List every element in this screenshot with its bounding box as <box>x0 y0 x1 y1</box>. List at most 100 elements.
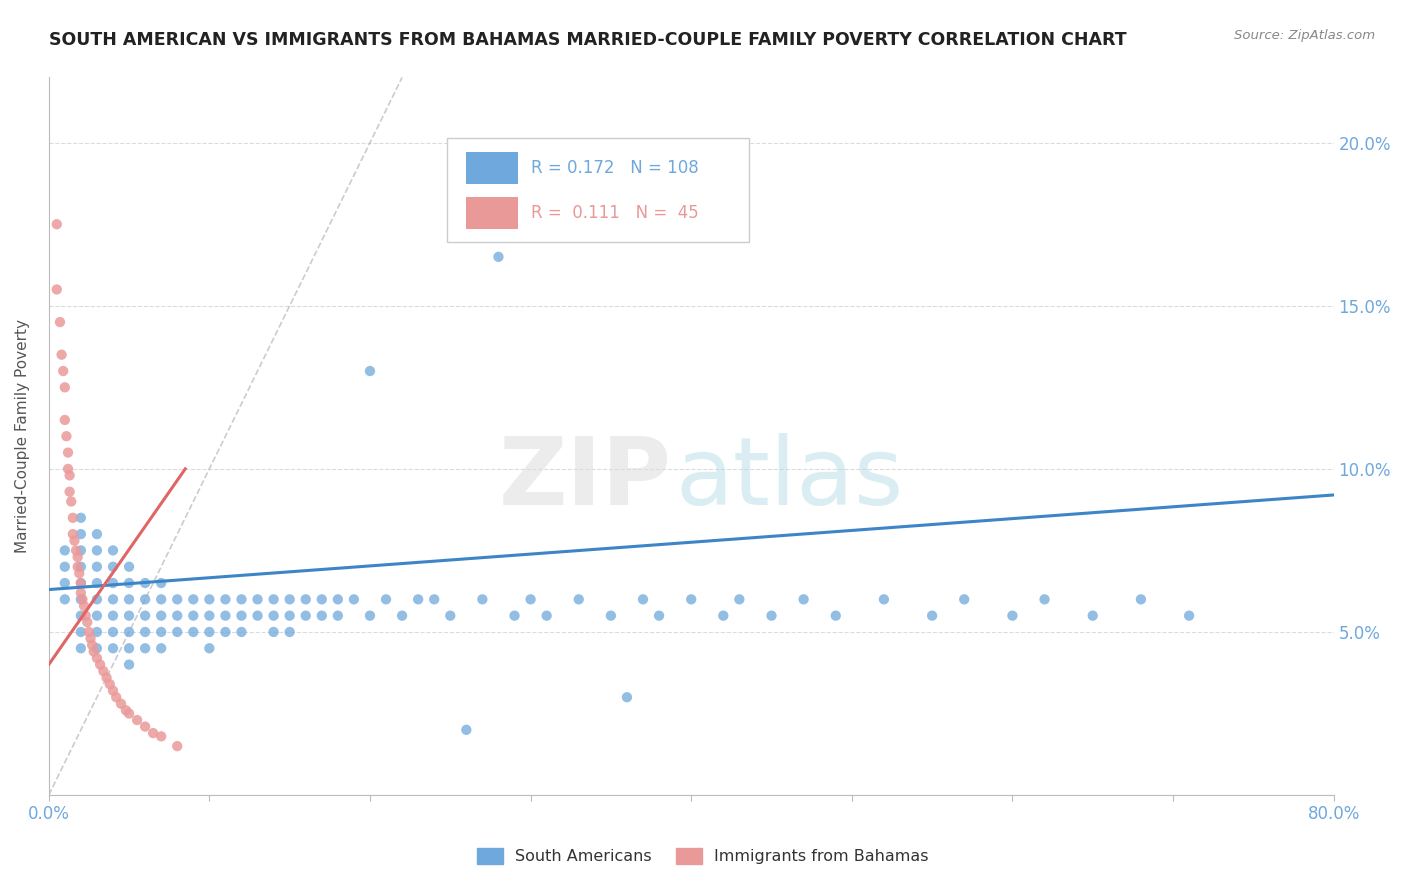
Point <box>921 608 943 623</box>
Point <box>568 592 591 607</box>
Point <box>134 641 156 656</box>
Point <box>118 608 141 623</box>
Point <box>793 592 815 607</box>
Point <box>70 592 93 607</box>
Point <box>711 608 734 623</box>
Legend: South Americans, Immigrants from Bahamas: South Americans, Immigrants from Bahamas <box>471 841 935 871</box>
Point <box>134 608 156 623</box>
Point <box>166 739 188 753</box>
Point <box>423 592 446 607</box>
Point <box>181 624 204 639</box>
Point <box>98 677 121 691</box>
Point <box>53 380 76 394</box>
Point <box>51 348 73 362</box>
Point <box>86 592 108 607</box>
Point <box>246 592 269 607</box>
Point <box>70 576 93 591</box>
Point <box>263 592 285 607</box>
Point <box>93 664 115 678</box>
Point <box>953 592 976 607</box>
Point <box>101 641 124 656</box>
Point <box>110 697 132 711</box>
Bar <box>467 152 517 184</box>
Point <box>359 608 381 623</box>
Point <box>326 592 349 607</box>
Point <box>86 527 108 541</box>
Point <box>166 592 188 607</box>
Point <box>214 624 236 639</box>
Point <box>519 592 541 607</box>
Point <box>406 592 429 607</box>
Point <box>86 608 108 623</box>
Point <box>89 657 111 672</box>
Point <box>824 608 846 623</box>
Point <box>181 592 204 607</box>
Point <box>72 592 94 607</box>
Point <box>101 576 124 591</box>
Point <box>134 592 156 607</box>
Point <box>198 608 221 623</box>
Point <box>728 592 751 607</box>
Point <box>142 726 165 740</box>
Point <box>118 592 141 607</box>
Text: R =  0.111   N =  45: R = 0.111 N = 45 <box>530 203 699 222</box>
Point <box>278 608 301 623</box>
Point <box>761 608 783 623</box>
Text: SOUTH AMERICAN VS IMMIGRANTS FROM BAHAMAS MARRIED-COUPLE FAMILY POVERTY CORRELAT: SOUTH AMERICAN VS IMMIGRANTS FROM BAHAMA… <box>49 31 1126 49</box>
Point <box>70 586 93 600</box>
Point <box>101 608 124 623</box>
Point <box>471 592 494 607</box>
Point <box>1081 608 1104 623</box>
Point <box>70 576 93 591</box>
Point <box>150 608 173 623</box>
Point <box>82 638 104 652</box>
Point <box>77 624 100 639</box>
Point <box>66 559 89 574</box>
Point <box>536 608 558 623</box>
Point <box>86 651 108 665</box>
Point <box>198 624 221 639</box>
Point <box>294 608 316 623</box>
Point <box>96 671 118 685</box>
Point <box>134 624 156 639</box>
Point <box>231 608 253 623</box>
Point <box>63 533 86 548</box>
Point <box>67 566 90 581</box>
Point <box>166 608 188 623</box>
Point <box>86 559 108 574</box>
Point <box>70 559 93 574</box>
Point <box>56 445 79 459</box>
Point <box>70 527 93 541</box>
Point <box>391 608 413 623</box>
Point <box>101 624 124 639</box>
Text: ZIP: ZIP <box>499 434 672 525</box>
Text: Source: ZipAtlas.com: Source: ZipAtlas.com <box>1234 29 1375 42</box>
Point <box>231 624 253 639</box>
Point <box>263 608 285 623</box>
Point <box>53 543 76 558</box>
Point <box>86 641 108 656</box>
Point <box>311 592 333 607</box>
Point <box>59 468 82 483</box>
Point <box>70 641 93 656</box>
Point <box>86 543 108 558</box>
Point <box>294 592 316 607</box>
Point <box>105 690 128 705</box>
Point <box>1178 608 1201 623</box>
Point <box>873 592 896 607</box>
Point <box>278 592 301 607</box>
Point <box>1001 608 1024 623</box>
Point <box>326 608 349 623</box>
Y-axis label: Married-Couple Family Poverty: Married-Couple Family Poverty <box>15 319 30 553</box>
Point <box>75 608 97 623</box>
Point <box>150 576 173 591</box>
Point <box>118 641 141 656</box>
Point <box>1033 592 1056 607</box>
Point <box>60 494 83 508</box>
Point <box>52 364 75 378</box>
Point <box>101 592 124 607</box>
Point <box>488 250 510 264</box>
Point <box>359 364 381 378</box>
Point <box>101 683 124 698</box>
Point <box>631 592 654 607</box>
